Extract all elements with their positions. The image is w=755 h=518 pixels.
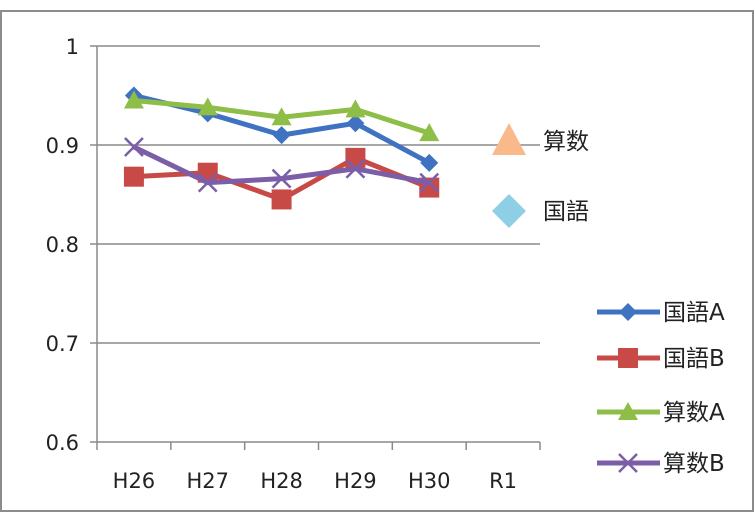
legend-label: 国語A [663, 300, 725, 326]
x-tick-label: H30 [408, 469, 451, 493]
x-marker [345, 158, 366, 179]
x-tick-label: H27 [186, 469, 229, 493]
triangle-marker [197, 97, 218, 116]
y-tick-label: 0.8 [46, 233, 79, 257]
triangle-marker [419, 123, 440, 142]
annotation-label: 国語 [543, 199, 589, 225]
triangle-marker [271, 107, 292, 126]
square-marker [123, 166, 144, 187]
annotation-label: 算数 [543, 129, 589, 155]
gridlines [97, 45, 540, 344]
y-tick-label: 1 [66, 35, 79, 59]
x-tick-label: R1 [489, 469, 517, 493]
diamond-marker [346, 114, 365, 133]
chart-border [0, 10, 754, 512]
series-1 [123, 147, 440, 210]
triangle-marker [345, 99, 366, 118]
series-2 [123, 90, 440, 142]
legend-item: 国語B [597, 346, 725, 372]
y-tick-label: 0.9 [46, 134, 79, 158]
series-layer [123, 86, 440, 210]
x-marker [124, 137, 144, 157]
legend: 国語A 国語B 算数A 算数B [597, 300, 725, 477]
diamond-marker [492, 194, 526, 228]
diamond-marker [272, 126, 291, 145]
annotation-算数: 算数 [492, 123, 589, 155]
x-marker [197, 172, 218, 193]
x-tick-label: H29 [334, 469, 377, 493]
legend-item: 算数B [597, 451, 725, 477]
axes [90, 45, 541, 450]
legend-label: 国語B [663, 346, 725, 372]
y-tick-label: 0.6 [46, 431, 79, 455]
series-3 [124, 137, 440, 193]
triangle-marker [492, 123, 526, 155]
x-tick-label: H28 [260, 469, 303, 493]
diamond-marker [619, 303, 637, 321]
y-tick-labels: 0.6 0.7 0.8 0.9 1 [46, 35, 79, 455]
square-marker [271, 189, 292, 210]
legend-label: 算数A [663, 400, 725, 426]
legend-item: 算数A [597, 400, 725, 426]
x-marker [271, 168, 292, 189]
annotation-国語: 国語 [492, 194, 589, 228]
triangle-marker [123, 90, 144, 109]
legend-item: 国語A [597, 300, 725, 326]
square-marker [345, 147, 366, 168]
x-marker [419, 172, 440, 193]
x-tick-label: H26 [113, 469, 156, 493]
square-marker [618, 348, 638, 368]
triangle-marker [618, 402, 638, 420]
x-marker [618, 453, 638, 473]
diamond-marker [420, 153, 439, 172]
legend-label: 算数B [663, 451, 725, 477]
x-tick-labels: H26 H27 H28 H29 H30 R1 [113, 469, 517, 493]
y-tick-label: 0.7 [46, 332, 79, 356]
